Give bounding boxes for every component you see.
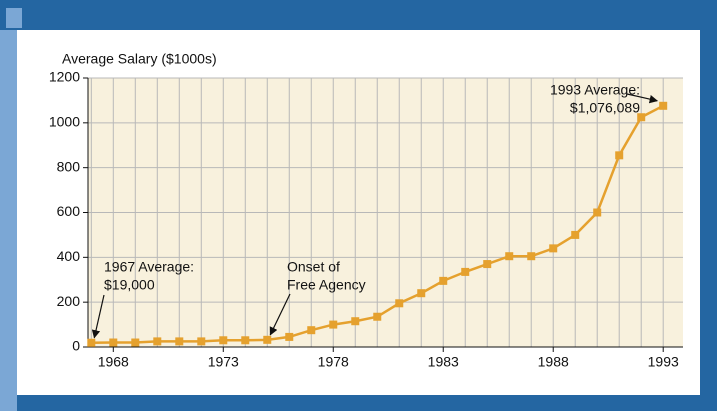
x-tick-label: 1968: [98, 354, 129, 370]
annotation-arrow: [91, 294, 105, 339]
marker: [527, 252, 536, 261]
y-axis-label: Average Salary ($1000s): [62, 51, 217, 67]
marker: [329, 320, 338, 329]
corner-square: [6, 8, 22, 28]
marker: [197, 337, 206, 346]
marker: [131, 338, 140, 347]
marker: [373, 312, 382, 321]
marker: [263, 335, 272, 344]
x-tick-label: 1993: [648, 354, 679, 370]
side-stripe: [0, 30, 17, 411]
y-tick-label: 200: [57, 293, 81, 309]
annotation: $1,076,089: [570, 100, 640, 116]
y-tick-label: 800: [57, 158, 81, 174]
marker: [549, 244, 558, 253]
marker: [175, 337, 184, 346]
marker: [307, 326, 316, 335]
marker: [659, 101, 668, 110]
annotation: Onset of: [287, 259, 340, 275]
annotation: 1967 Average:: [104, 259, 194, 275]
marker: [395, 299, 404, 308]
y-tick-label: 600: [57, 203, 81, 219]
marker: [637, 113, 646, 122]
y-tick-label: 400: [57, 248, 81, 264]
marker: [109, 338, 118, 347]
marker: [615, 151, 624, 160]
annotation: $19,000: [104, 277, 155, 293]
annotation-arrow: [626, 93, 659, 104]
marker: [87, 338, 96, 347]
x-tick-label: 1973: [208, 354, 239, 370]
marker: [417, 289, 426, 298]
marker: [571, 230, 580, 239]
x-tick-label: 1983: [428, 354, 459, 370]
marker: [439, 276, 448, 285]
marker: [483, 260, 492, 269]
annotation: 1993 Average:: [550, 82, 640, 98]
x-tick-label: 1978: [318, 354, 349, 370]
marker: [285, 332, 294, 341]
annotation-arrow: [269, 293, 291, 336]
marker: [219, 336, 228, 345]
marker: [505, 252, 514, 261]
marker: [241, 336, 250, 345]
y-tick-label: 1000: [49, 114, 80, 130]
marker: [593, 208, 602, 217]
marker: [153, 337, 162, 346]
annotation: Free Agency: [287, 277, 366, 293]
y-tick-label: 1200: [49, 69, 80, 85]
marker: [461, 267, 470, 276]
y-tick-label: 0: [72, 338, 80, 354]
marker: [351, 317, 360, 326]
x-tick-label: 1988: [538, 354, 569, 370]
